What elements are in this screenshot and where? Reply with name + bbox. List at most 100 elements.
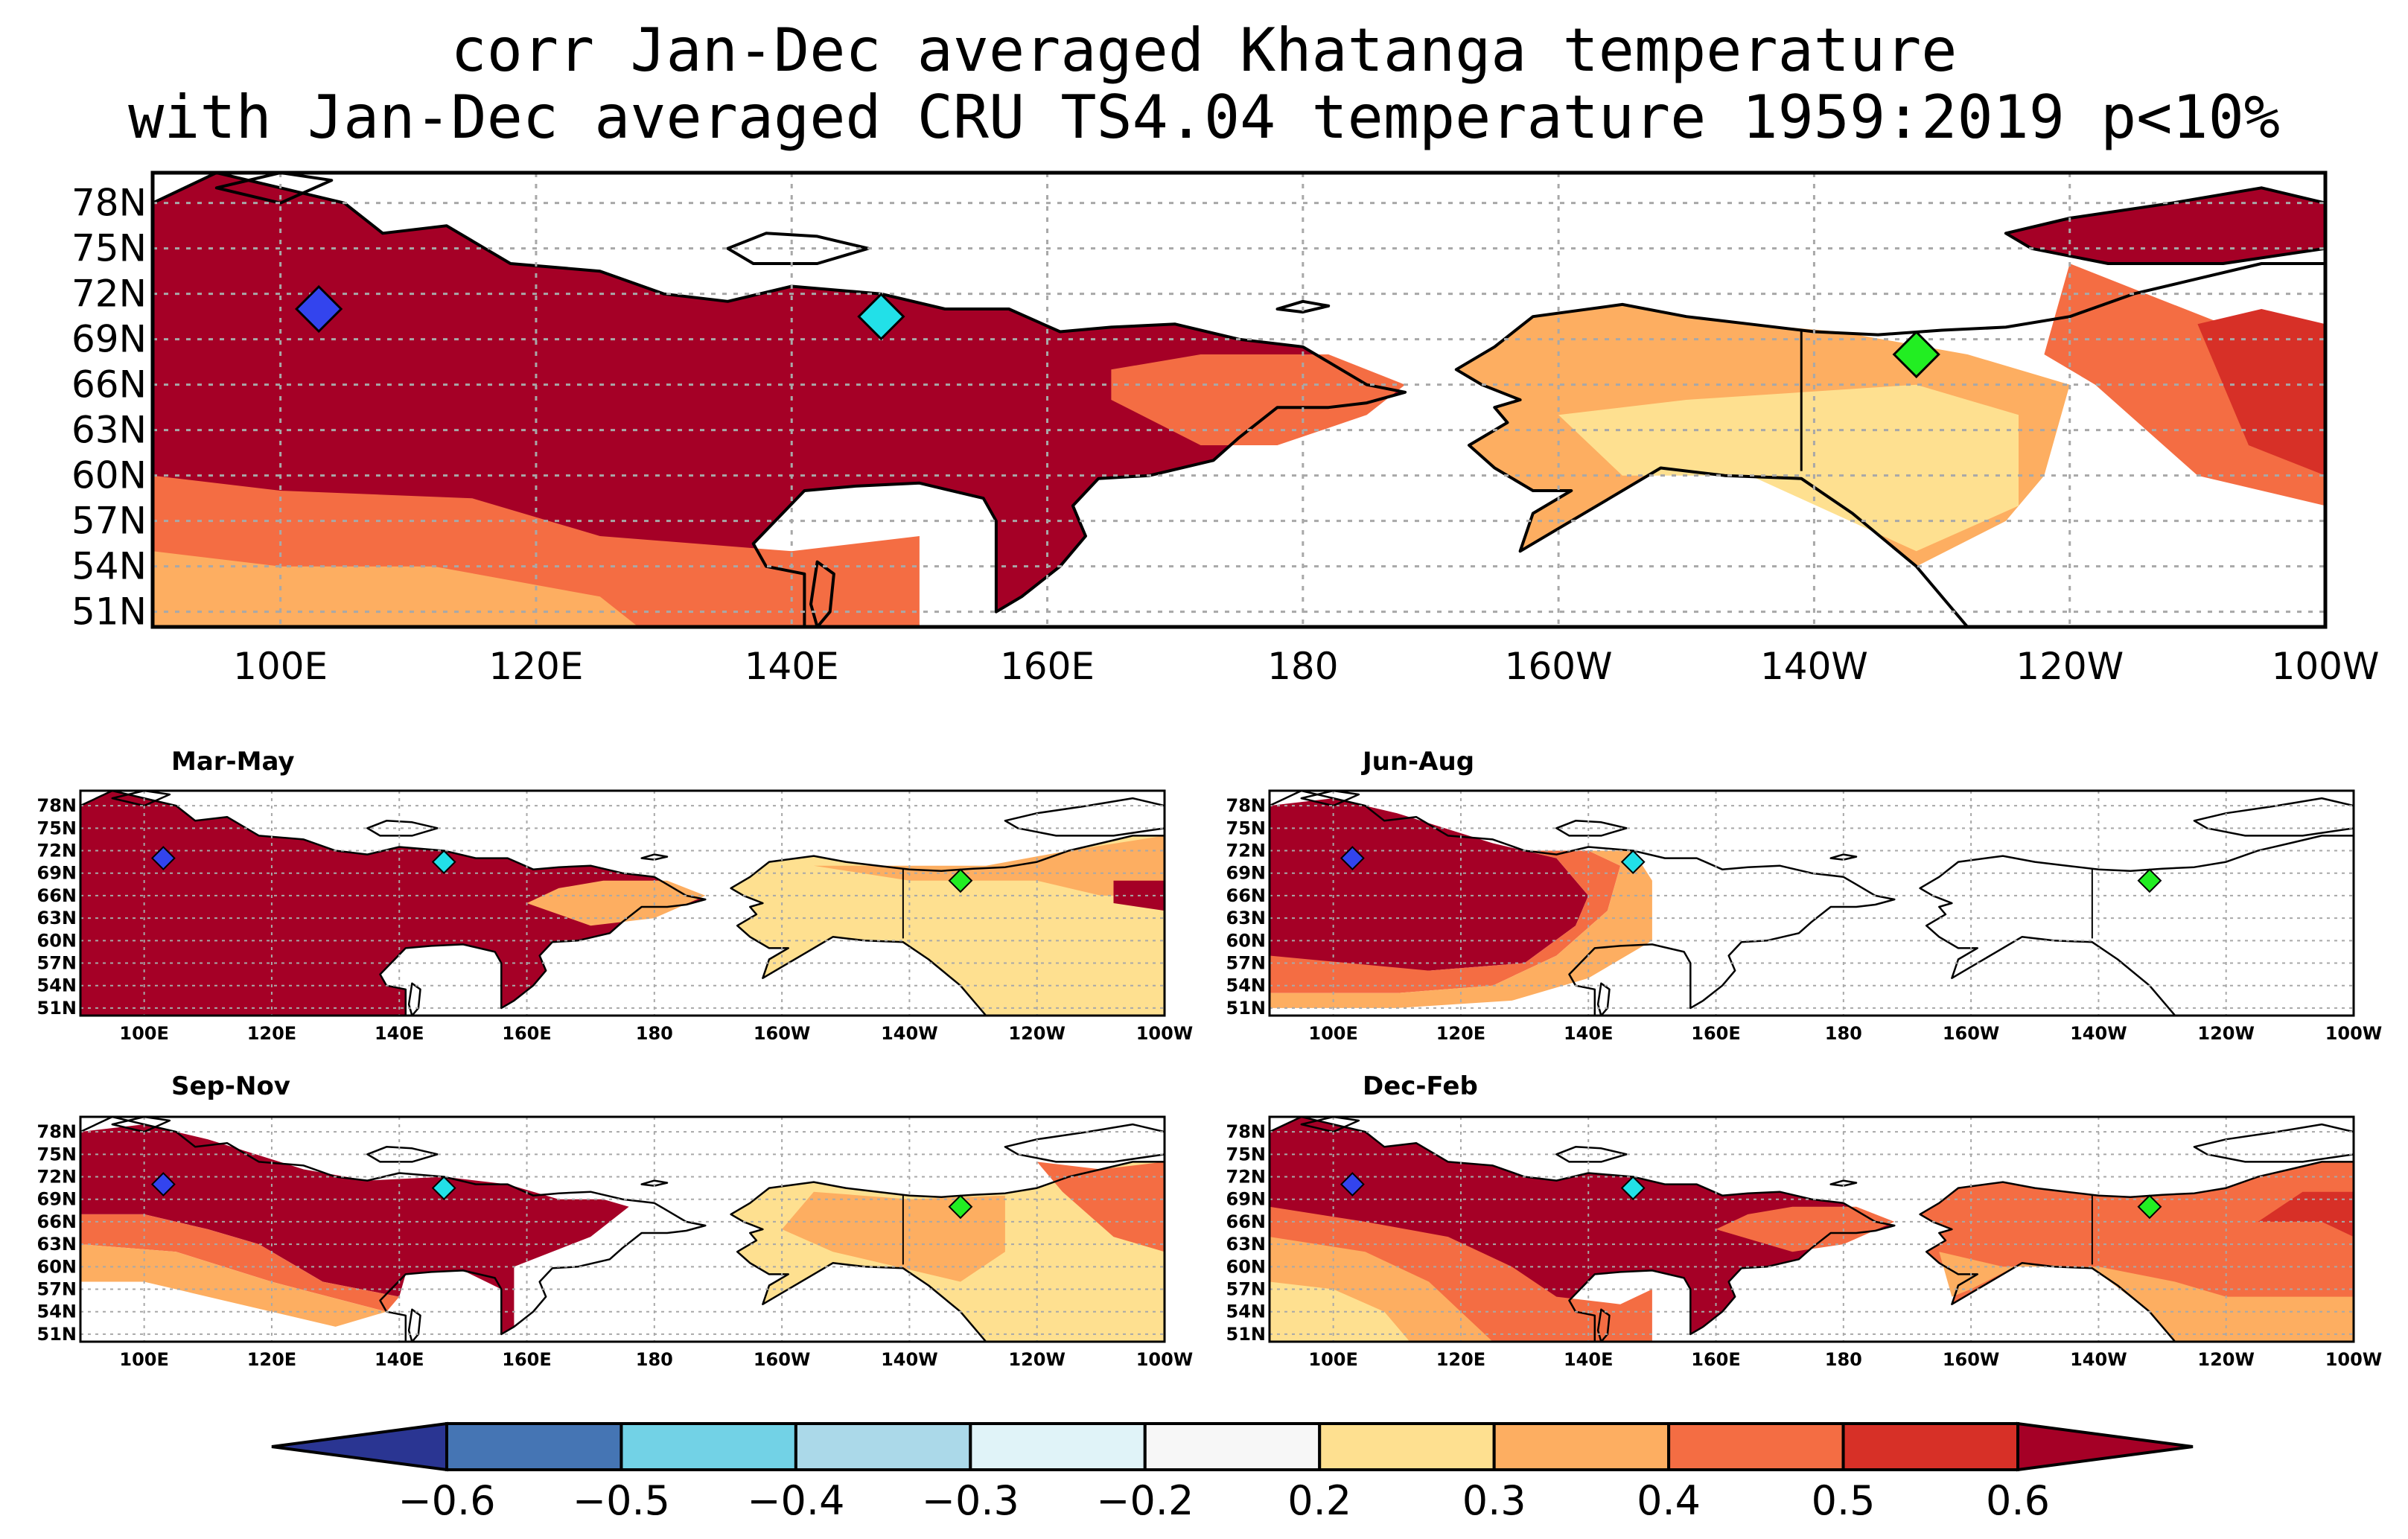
panel-title-jun-aug: Jun-Aug xyxy=(1361,747,1474,777)
lon-label: 100W xyxy=(1136,1023,1194,1044)
lat-label: 54N xyxy=(37,975,77,996)
station-blue-diamond-icon xyxy=(1340,846,1365,871)
lon-label: 140E xyxy=(375,1023,424,1044)
lat-label: 63N xyxy=(1226,1234,1266,1255)
lon-label: 120E xyxy=(247,1023,297,1044)
lon-label: 180 xyxy=(1825,1023,1862,1044)
colorbar-tick-label: 0.3 xyxy=(1462,1477,1526,1524)
station-cyan-diamond-icon xyxy=(1620,850,1646,875)
lat-label: 66N xyxy=(37,1211,77,1232)
colorbar-tick-label: 0.4 xyxy=(1637,1477,1701,1524)
lon-label: 100E xyxy=(233,645,328,688)
colorbar-box xyxy=(1318,1422,1496,1471)
colorbar-tick-label: −0.2 xyxy=(1096,1477,1194,1524)
colorbar-tick-label: −0.5 xyxy=(573,1477,670,1524)
lat-label: 57N xyxy=(37,953,77,974)
station-green-diamond-icon xyxy=(948,868,973,893)
lon-label: 120W xyxy=(2016,645,2124,688)
lat-label: 69N xyxy=(37,863,77,884)
lat-label: 69N xyxy=(1226,1189,1266,1210)
lat-label: 63N xyxy=(37,1234,77,1255)
lat-label: 78N xyxy=(1226,1121,1266,1142)
lon-label: 180 xyxy=(636,1023,673,1044)
lon-label: 140E xyxy=(375,1349,424,1370)
lat-label: 54N xyxy=(71,545,147,588)
station-cyan-diamond-icon xyxy=(857,293,905,341)
lat-label: 51N xyxy=(1226,998,1266,1019)
lon-label: 160W xyxy=(1943,1349,2000,1370)
colorbar-box xyxy=(445,1422,623,1471)
colorbar-tick-label: 0.5 xyxy=(1812,1477,1876,1524)
colorbar-tick-label: −0.6 xyxy=(398,1477,495,1524)
lat-label: 63N xyxy=(1226,908,1266,928)
lat-label: 51N xyxy=(37,1324,77,1345)
lon-label: 100W xyxy=(2325,1023,2383,1044)
colorbar: −0.6 −0.5 −0.4 −0.3 −0.2 0.2 0.3 0.4 0.5 0.6 xyxy=(271,1421,2194,1524)
colorbar-box xyxy=(1492,1422,1671,1471)
lat-label: 75N xyxy=(37,1144,77,1164)
lon-label: 120W xyxy=(1008,1349,1066,1370)
lon-label: 100E xyxy=(1308,1023,1358,1044)
lat-label: 63N xyxy=(37,908,77,928)
lat-label: 60N xyxy=(37,1256,77,1277)
lat-label: 66N xyxy=(1226,885,1266,906)
lat-label: 66N xyxy=(1226,1211,1266,1232)
lat-label: 72N xyxy=(37,1167,77,1188)
panel-title-mar-may: Mar-May xyxy=(171,747,295,777)
station-blue-diamond-icon xyxy=(295,284,343,334)
station-cyan-diamond-icon xyxy=(1620,1176,1646,1201)
lat-label: 57N xyxy=(1226,1279,1266,1300)
colorbar-right-arrow xyxy=(2016,1421,2194,1472)
station-cyan-diamond-icon xyxy=(431,850,456,875)
colorbar-box xyxy=(1667,1422,1845,1471)
lat-label: 63N xyxy=(71,409,147,452)
lat-label: 51N xyxy=(37,998,77,1019)
lon-label: 120E xyxy=(1436,1023,1486,1044)
lat-label: 60N xyxy=(37,930,77,951)
lat-label: 78N xyxy=(37,795,77,816)
station-green-diamond-icon xyxy=(2137,1194,2162,1220)
lat-label: 66N xyxy=(71,363,147,407)
station-blue-diamond-icon xyxy=(1340,1172,1365,1197)
lat-label: 78N xyxy=(37,1121,77,1142)
colorbar-box xyxy=(794,1422,972,1471)
lat-label: 51N xyxy=(71,590,147,634)
colorbar-box xyxy=(619,1422,797,1471)
colorbar-tick-label: −0.3 xyxy=(922,1477,1019,1524)
lat-label: 69N xyxy=(1226,863,1266,884)
station-cyan-diamond-icon xyxy=(431,1176,456,1201)
lat-label: 69N xyxy=(71,318,147,361)
lon-label: 180 xyxy=(1825,1349,1862,1370)
colorbar-box xyxy=(1841,1422,2020,1471)
lat-label: 75N xyxy=(71,227,147,270)
lat-label: 72N xyxy=(37,841,77,861)
station-green-diamond-icon xyxy=(1892,330,1940,379)
lon-label: 140E xyxy=(745,645,839,688)
lat-label: 54N xyxy=(37,1301,77,1322)
colorbar-tick-label: −0.4 xyxy=(747,1477,844,1524)
lon-label: 160W xyxy=(1505,645,1613,688)
lon-label: 120W xyxy=(2197,1349,2255,1370)
lon-label: 160W xyxy=(1943,1023,2000,1044)
colorbar-left-arrow xyxy=(271,1421,448,1472)
lat-label: 66N xyxy=(37,885,77,906)
lat-label: 75N xyxy=(1226,818,1266,838)
lon-label: 100W xyxy=(2272,645,2380,688)
lon-label: 120W xyxy=(1008,1023,1066,1044)
lon-label: 120E xyxy=(1436,1349,1486,1370)
lon-label: 140E xyxy=(1564,1349,1614,1370)
lat-label: 60N xyxy=(1226,930,1266,951)
lat-label: 72N xyxy=(1226,1167,1266,1188)
lon-label: 160E xyxy=(502,1023,552,1044)
lon-label: 120E xyxy=(247,1349,297,1370)
lat-label: 60N xyxy=(71,454,147,497)
lon-label: 140W xyxy=(881,1023,938,1044)
lat-label: 57N xyxy=(37,1279,77,1300)
lat-label: 72N xyxy=(1226,841,1266,861)
lon-label: 160E xyxy=(1000,645,1095,688)
colorbar-box xyxy=(1143,1422,1322,1471)
lon-label: 120E xyxy=(488,645,583,688)
panel-title-sep-nov: Sep-Nov xyxy=(171,1071,290,1101)
